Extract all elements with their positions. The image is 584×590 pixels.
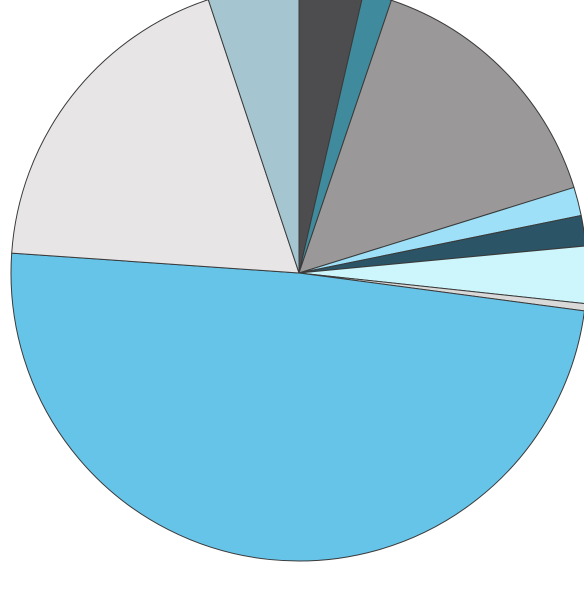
pie-slice-3 [298,0,575,274]
pie-slice-9 [11,0,300,274]
pie-slice-10 [207,0,300,274]
pie-slice-6 [298,245,584,305]
pie-slice-8 [10,252,584,562]
